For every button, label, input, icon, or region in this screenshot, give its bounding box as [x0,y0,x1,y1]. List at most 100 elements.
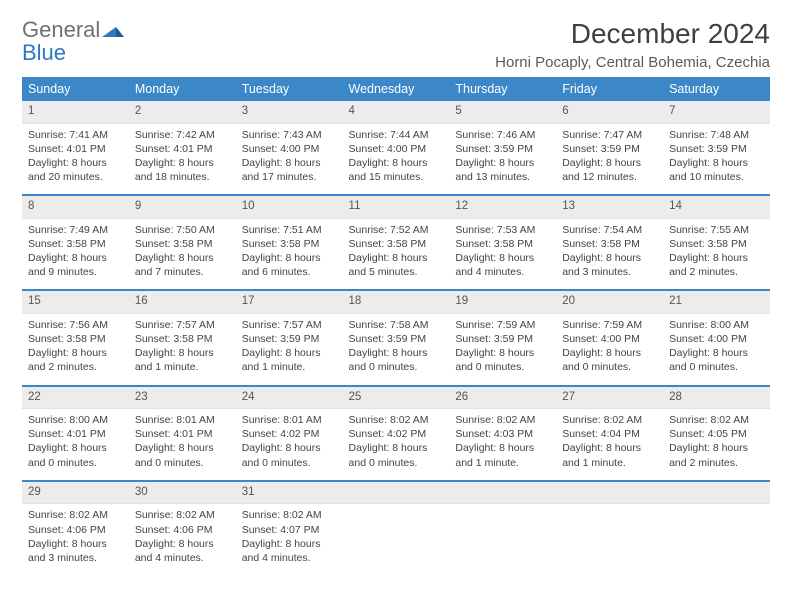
daylight-line-2: and 17 minutes. [242,170,337,184]
sunrise-line: Sunrise: 8:00 AM [669,318,764,332]
day-data: Sunrise: 7:56 AMSunset: 3:58 PMDaylight:… [22,314,129,385]
daylight-line-1: Daylight: 8 hours [28,156,123,170]
daylight-line-2: and 9 minutes. [28,265,123,279]
daylight-line-1: Daylight: 8 hours [562,251,657,265]
day-number: 6 [556,101,663,124]
daylight-line-2: and 2 minutes. [28,360,123,374]
day-data: Sunrise: 7:57 AMSunset: 3:59 PMDaylight:… [236,314,343,385]
day-number: 9 [129,196,236,219]
day-data: Sunrise: 8:02 AMSunset: 4:07 PMDaylight:… [236,504,343,575]
sunrise-line: Sunrise: 8:01 AM [242,413,337,427]
day-data: Sunrise: 7:53 AMSunset: 3:58 PMDaylight:… [449,219,556,290]
daylight-line-1: Daylight: 8 hours [242,346,337,360]
calendar-cell: 16Sunrise: 7:57 AMSunset: 3:58 PMDayligh… [129,290,236,385]
daylight-line-1: Daylight: 8 hours [28,537,123,551]
sunrise-line: Sunrise: 7:57 AM [242,318,337,332]
calendar-cell [663,481,770,575]
day-number: 3 [236,101,343,124]
calendar-cell: 8Sunrise: 7:49 AMSunset: 3:58 PMDaylight… [22,195,129,290]
daylight-line-2: and 1 minute. [455,456,550,470]
sunrise-line: Sunrise: 7:57 AM [135,318,230,332]
daylight-line-1: Daylight: 8 hours [669,156,764,170]
daylight-line-2: and 10 minutes. [669,170,764,184]
day-number: 7 [663,101,770,124]
sunset-line: Sunset: 4:01 PM [135,427,230,441]
sunset-line: Sunset: 4:06 PM [28,523,123,537]
sunset-line: Sunset: 4:05 PM [669,427,764,441]
day-number: 20 [556,291,663,314]
daylight-line-2: and 3 minutes. [28,551,123,565]
daylight-line-1: Daylight: 8 hours [349,346,444,360]
day-data: Sunrise: 7:51 AMSunset: 3:58 PMDaylight:… [236,219,343,290]
calendar-cell: 1Sunrise: 7:41 AMSunset: 4:01 PMDaylight… [22,101,129,195]
calendar-cell: 13Sunrise: 7:54 AMSunset: 3:58 PMDayligh… [556,195,663,290]
calendar-head: Sunday Monday Tuesday Wednesday Thursday… [22,77,770,101]
day-number: 24 [236,387,343,410]
daylight-line-1: Daylight: 8 hours [242,156,337,170]
calendar-week: 1Sunrise: 7:41 AMSunset: 4:01 PMDaylight… [22,101,770,195]
sunrise-line: Sunrise: 7:48 AM [669,128,764,142]
day-number [343,482,450,505]
day-number: 5 [449,101,556,124]
sunrise-line: Sunrise: 7:51 AM [242,223,337,237]
day-data: Sunrise: 7:54 AMSunset: 3:58 PMDaylight:… [556,219,663,290]
sunrise-line: Sunrise: 7:55 AM [669,223,764,237]
calendar-cell: 22Sunrise: 8:00 AMSunset: 4:01 PMDayligh… [22,386,129,481]
daylight-line-1: Daylight: 8 hours [562,156,657,170]
day-number: 26 [449,387,556,410]
sunrise-line: Sunrise: 7:58 AM [349,318,444,332]
daylight-line-2: and 0 minutes. [349,360,444,374]
daylight-line-2: and 5 minutes. [349,265,444,279]
sunset-line: Sunset: 3:58 PM [349,237,444,251]
sunrise-line: Sunrise: 7:54 AM [562,223,657,237]
day-data: Sunrise: 8:01 AMSunset: 4:02 PMDaylight:… [236,409,343,480]
brand-text: General Blue [22,18,124,64]
day-data: Sunrise: 8:02 AMSunset: 4:03 PMDaylight:… [449,409,556,480]
sunset-line: Sunset: 4:03 PM [455,427,550,441]
day-data [343,504,450,554]
daylight-line-1: Daylight: 8 hours [455,251,550,265]
day-number: 12 [449,196,556,219]
page: General Blue December 2024 Horni Pocaply… [0,0,792,575]
daylight-line-2: and 12 minutes. [562,170,657,184]
calendar-cell: 7Sunrise: 7:48 AMSunset: 3:59 PMDaylight… [663,101,770,195]
day-number: 2 [129,101,236,124]
calendar-cell: 23Sunrise: 8:01 AMSunset: 4:01 PMDayligh… [129,386,236,481]
daylight-line-1: Daylight: 8 hours [455,346,550,360]
daylight-line-1: Daylight: 8 hours [242,441,337,455]
day-data: Sunrise: 8:02 AMSunset: 4:02 PMDaylight:… [343,409,450,480]
day-number: 1 [22,101,129,124]
daylight-line-2: and 0 minutes. [455,360,550,374]
daylight-line-1: Daylight: 8 hours [135,346,230,360]
calendar-cell: 26Sunrise: 8:02 AMSunset: 4:03 PMDayligh… [449,386,556,481]
sunset-line: Sunset: 3:58 PM [28,332,123,346]
daylight-line-2: and 0 minutes. [28,456,123,470]
day-number: 21 [663,291,770,314]
sunrise-line: Sunrise: 7:49 AM [28,223,123,237]
dayname-tue: Tuesday [236,77,343,101]
sunset-line: Sunset: 3:59 PM [242,332,337,346]
sunrise-line: Sunrise: 7:44 AM [349,128,444,142]
daylight-line-1: Daylight: 8 hours [349,251,444,265]
dayname-wed: Wednesday [343,77,450,101]
daylight-line-1: Daylight: 8 hours [455,441,550,455]
daylight-line-2: and 2 minutes. [669,456,764,470]
calendar-table: Sunday Monday Tuesday Wednesday Thursday… [22,77,770,575]
sunset-line: Sunset: 3:59 PM [455,142,550,156]
day-data: Sunrise: 7:52 AMSunset: 3:58 PMDaylight:… [343,219,450,290]
day-data [556,504,663,554]
daylight-line-2: and 0 minutes. [669,360,764,374]
header: General Blue December 2024 Horni Pocaply… [22,18,770,71]
day-number: 4 [343,101,450,124]
day-data: Sunrise: 8:01 AMSunset: 4:01 PMDaylight:… [129,409,236,480]
sunrise-line: Sunrise: 8:02 AM [669,413,764,427]
sunrise-line: Sunrise: 8:02 AM [242,508,337,522]
day-number: 15 [22,291,129,314]
day-number: 30 [129,482,236,505]
sunrise-line: Sunrise: 7:52 AM [349,223,444,237]
day-number: 19 [449,291,556,314]
day-number: 23 [129,387,236,410]
daylight-line-2: and 4 minutes. [455,265,550,279]
sunset-line: Sunset: 3:59 PM [455,332,550,346]
calendar-cell: 20Sunrise: 7:59 AMSunset: 4:00 PMDayligh… [556,290,663,385]
